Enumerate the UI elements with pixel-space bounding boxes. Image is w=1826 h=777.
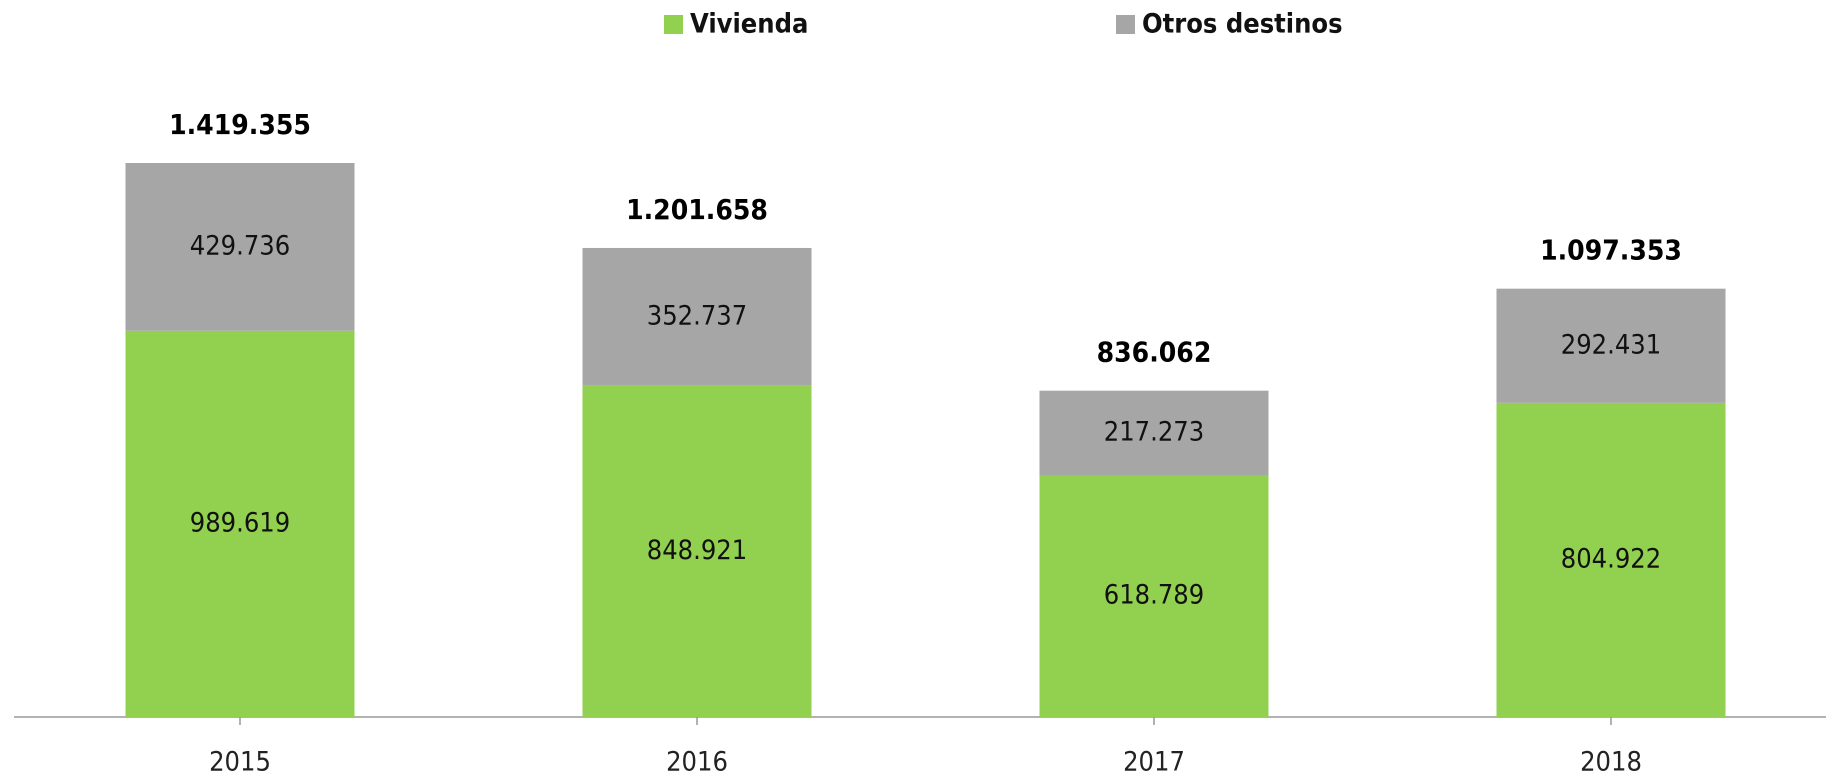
bar-segment bbox=[1039, 475, 1269, 717]
legend-label: Otros destinos bbox=[1142, 9, 1343, 40]
segment-label: 352.737 bbox=[647, 300, 747, 331]
bar-segment bbox=[582, 385, 812, 717]
segment-label: 989.619 bbox=[190, 507, 290, 538]
x-tick-label: 2017 bbox=[1123, 747, 1185, 777]
bar-segment bbox=[582, 247, 812, 386]
segment-label: 618.789 bbox=[1104, 580, 1204, 611]
total-label: 1.419.355 bbox=[169, 108, 311, 141]
x-tick-label: 2016 bbox=[666, 747, 728, 777]
segment-label: 804.922 bbox=[1561, 543, 1661, 574]
bar-segment bbox=[1496, 402, 1726, 717]
legend-swatch bbox=[1116, 15, 1135, 34]
legend-swatch bbox=[664, 15, 683, 34]
segment-label: 217.273 bbox=[1104, 417, 1204, 448]
total-label: 1.097.353 bbox=[1540, 234, 1682, 267]
segment-label: 429.736 bbox=[190, 230, 290, 261]
x-tick-label: 2018 bbox=[1580, 747, 1642, 777]
bar-segment bbox=[1496, 288, 1726, 403]
total-label: 836.062 bbox=[1097, 336, 1212, 369]
segment-label: 848.921 bbox=[647, 535, 747, 566]
total-label: 1.201.658 bbox=[626, 193, 768, 226]
bar-segment bbox=[125, 163, 355, 331]
x-tick-label: 2015 bbox=[209, 747, 271, 777]
bar-segment bbox=[1039, 390, 1269, 476]
segment-label: 292.431 bbox=[1561, 329, 1661, 360]
legend-label: Vivienda bbox=[690, 9, 808, 40]
bar-segment bbox=[125, 330, 355, 717]
